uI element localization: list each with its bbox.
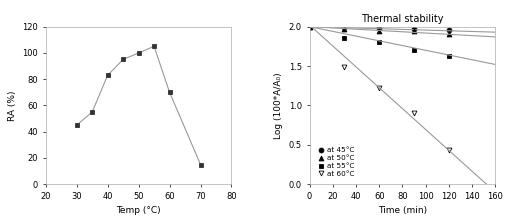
Y-axis label: Log (100*A/A₀): Log (100*A/A₀) <box>274 72 283 139</box>
Legend: at 45°C, at 50°C, at 55°C, at 60°C: at 45°C, at 50°C, at 55°C, at 60°C <box>315 145 356 179</box>
Y-axis label: RA (%): RA (%) <box>8 90 17 121</box>
Title: Thermal stability: Thermal stability <box>361 14 443 24</box>
X-axis label: Time (min): Time (min) <box>378 206 427 216</box>
X-axis label: Temp (°C): Temp (°C) <box>116 206 161 216</box>
